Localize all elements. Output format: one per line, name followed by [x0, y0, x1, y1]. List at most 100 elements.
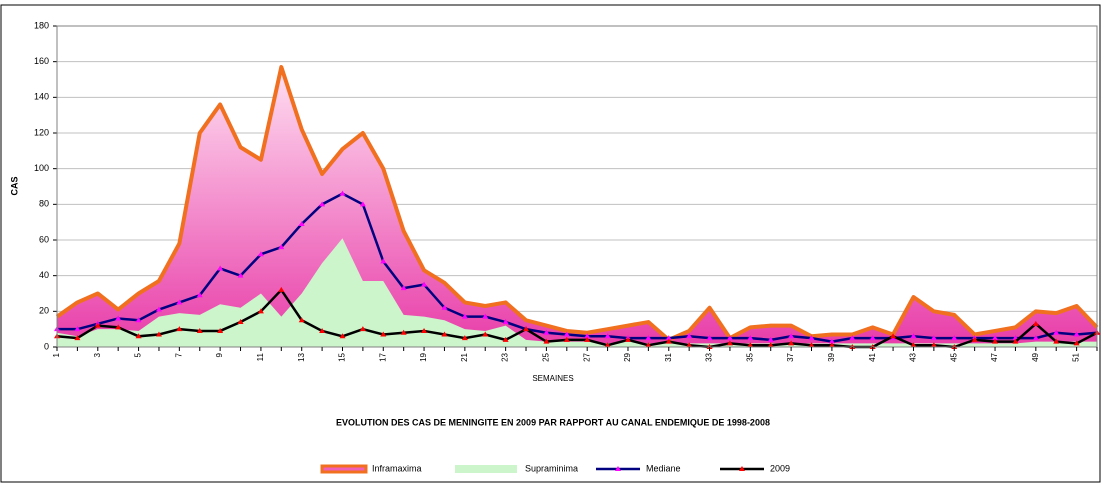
- x-tick-label: 33: [705, 352, 714, 361]
- marker: [747, 342, 754, 348]
- marker: [502, 336, 509, 342]
- area: [57, 67, 1097, 348]
- x-tick-label: 35: [745, 352, 754, 361]
- marker: [319, 327, 326, 333]
- marker: [257, 308, 264, 314]
- y-tick-label: 40: [39, 270, 49, 280]
- x-tick-label: 13: [297, 352, 306, 361]
- x-tick-label: 29: [623, 352, 632, 361]
- marker: [543, 338, 550, 344]
- marker: [298, 317, 305, 323]
- marker: [176, 299, 183, 305]
- chart-title: EVOLUTION DES CAS DE MENINGITE EN 2009 P…: [336, 417, 770, 427]
- marker: [400, 285, 407, 291]
- marker: [339, 333, 346, 339]
- legend-swatch: [320, 464, 368, 474]
- marker: [1053, 338, 1060, 344]
- marker: [992, 335, 999, 341]
- y-tick-label: 60: [39, 234, 49, 244]
- marker: [930, 335, 937, 341]
- marker: [135, 333, 142, 339]
- marker: [196, 327, 203, 333]
- marker: [706, 335, 713, 341]
- marker: [380, 331, 387, 337]
- marker: [94, 322, 101, 328]
- marker: [726, 340, 733, 346]
- marker: [1032, 335, 1039, 341]
- marker: [808, 335, 815, 341]
- x-tick-label: 25: [542, 352, 551, 361]
- y-tick-label: 160: [34, 56, 49, 66]
- marker: [237, 319, 244, 325]
- marker: [645, 335, 652, 341]
- marker: [421, 281, 428, 287]
- marker: [1032, 320, 1039, 326]
- marker: [910, 342, 917, 348]
- x-tick-label: 1: [52, 352, 61, 357]
- marker: [74, 326, 81, 332]
- x-tick-label: 43: [909, 352, 918, 361]
- x-tick-label: 5: [134, 352, 143, 357]
- plot-border: [56, 25, 1098, 348]
- marker: [563, 331, 570, 337]
- x-tick-label: 11: [256, 352, 265, 361]
- marker: [788, 333, 795, 339]
- marker: [217, 327, 224, 333]
- marker: [257, 251, 264, 257]
- y-tick-label: 180: [34, 20, 49, 30]
- marker: [686, 342, 693, 348]
- x-tick-label: 31: [664, 352, 673, 361]
- area-outline: [55, 65, 1099, 342]
- marker: [686, 333, 693, 339]
- marker: [665, 335, 672, 341]
- y-tick-label: 80: [39, 199, 49, 209]
- x-tick-label: 19: [419, 352, 428, 361]
- marker: [869, 335, 876, 341]
- marker: [319, 201, 326, 207]
- marker: [237, 272, 244, 278]
- marker: [400, 329, 407, 335]
- marker: [645, 342, 652, 348]
- marker: [584, 333, 591, 339]
- marker: [624, 336, 631, 342]
- marker: [461, 313, 468, 319]
- marker: [339, 190, 346, 196]
- y-tick-label: 0: [44, 341, 49, 351]
- x-tick-label: 41: [868, 352, 877, 361]
- marker: [971, 336, 978, 342]
- x-tick-label: 39: [827, 352, 836, 361]
- x-tick-label: 45: [949, 352, 958, 361]
- marker: [502, 319, 509, 325]
- marker: [930, 342, 937, 348]
- marker: [523, 326, 530, 332]
- area: [57, 238, 1097, 347]
- x-tick-label: 47: [990, 352, 999, 361]
- x-tick-label: 51: [1072, 352, 1081, 361]
- marker: [278, 244, 285, 250]
- marker: [135, 317, 142, 323]
- marker: [380, 258, 387, 264]
- x-tick-label: 17: [378, 352, 387, 361]
- x-tick-label: 21: [460, 352, 469, 361]
- marker: [1073, 331, 1080, 337]
- marker: [604, 342, 611, 348]
- marker: [441, 331, 448, 337]
- marker: [482, 313, 489, 319]
- frame: [0, 4, 1101, 483]
- marker: [910, 333, 917, 339]
- marker: [584, 336, 591, 342]
- x-tick-label: 23: [501, 352, 510, 361]
- line: [57, 192, 1098, 343]
- y-axis-label: CAS: [9, 176, 19, 195]
- marker: [196, 292, 203, 298]
- legend-label: Inframaxima: [372, 463, 422, 473]
- x-tick-label: 9: [215, 352, 224, 357]
- marker: [767, 342, 774, 348]
- marker: [441, 304, 448, 310]
- marker: [747, 335, 754, 341]
- marker: [849, 335, 856, 341]
- x-tick-label: 27: [582, 352, 591, 361]
- legend-swatch: [455, 465, 517, 473]
- marker: [788, 340, 795, 346]
- marker: [461, 335, 468, 341]
